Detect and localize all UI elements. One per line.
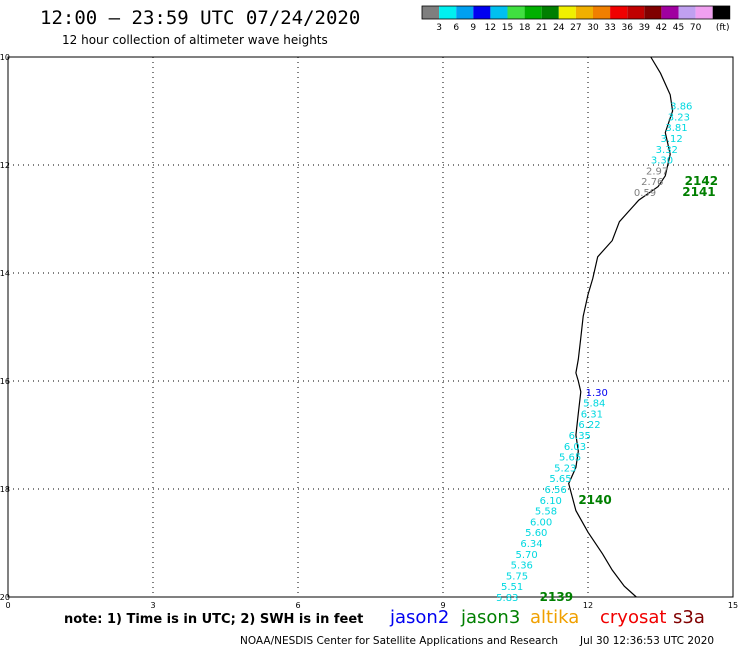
map-frame xyxy=(7,56,734,598)
y-tick-label: -14 xyxy=(0,269,10,278)
scale-swatch xyxy=(422,6,440,19)
scale-swatch xyxy=(541,6,559,19)
credit-text: NOAA/NESDIS Center for Satellite Applica… xyxy=(240,635,558,647)
wave-height-value: 5.83 xyxy=(496,593,518,604)
scale-swatch xyxy=(490,6,508,19)
satellite-s3a: s3a xyxy=(673,607,705,628)
chart-subtitle: 12 hour collection of altimeter wave hei… xyxy=(62,33,328,47)
satellite-altika: altika xyxy=(530,607,580,628)
wave-height-value: 5.51 xyxy=(501,582,523,593)
scale-swatch xyxy=(678,6,696,19)
scale-label: 42 xyxy=(656,23,667,33)
wave-height-value: 6.03 xyxy=(564,442,586,453)
wave-height-value: 3.81 xyxy=(665,123,687,134)
color-scale-legend: 3 6 9 12 15 18 21 24 27 30 33 36 39 42 45 70 (ft) xyxy=(421,5,731,33)
scale-swatch xyxy=(644,6,662,19)
wave-height-value: 5.23 xyxy=(554,463,576,474)
scale-swatch xyxy=(575,6,593,19)
scale-swatch xyxy=(439,6,457,19)
scale-label: 6 xyxy=(453,23,459,33)
x-tick-label: 3 xyxy=(150,601,155,610)
wave-height-value: 5.36 xyxy=(511,561,533,572)
wave-height-value: 2.97 xyxy=(646,166,668,177)
scale-label: 9 xyxy=(470,23,476,33)
wave-height-value: 5.75 xyxy=(506,571,528,582)
scale-label: 30 xyxy=(587,23,599,33)
scale-unit: (ft) xyxy=(716,23,730,33)
wave-height-value: 5.65 xyxy=(549,474,571,485)
wave-height-value: 5.65 xyxy=(559,453,581,464)
x-tick-label: 9 xyxy=(440,601,445,610)
scale-label: 24 xyxy=(553,23,565,33)
scale-swatch xyxy=(627,6,645,19)
chart-title: 12:00 – 23:59 UTC 07/24/2020 xyxy=(40,7,361,29)
y-tick-label: -10 xyxy=(0,53,10,62)
wave-height-value: 3.32 xyxy=(656,145,678,156)
x-tick-label: 0 xyxy=(5,601,10,610)
wave-height-value: 6.22 xyxy=(578,420,600,431)
scale-swatch xyxy=(558,6,576,19)
wave-height-value: 3.86 xyxy=(670,102,692,113)
wave-height-value: 3.23 xyxy=(668,112,690,123)
x-tick-label: 6 xyxy=(295,601,300,610)
wave-height-value: 6.56 xyxy=(545,485,567,496)
scale-label: 27 xyxy=(570,23,581,33)
scale-label: 70 xyxy=(690,23,702,33)
wave-height-value: 3.30 xyxy=(651,156,673,167)
wave-height-value: 5.84 xyxy=(583,399,605,410)
scale-swatch xyxy=(456,6,474,19)
satellite-jason3: jason3 xyxy=(461,607,521,628)
satellite-jason2: jason2 xyxy=(390,607,450,628)
scale-label: 12 xyxy=(485,23,496,33)
pass-time-label: 2140 xyxy=(578,493,611,507)
scale-swatch xyxy=(524,6,542,19)
scale-label: 45 xyxy=(673,23,684,33)
x-tick-label: 12 xyxy=(583,601,593,610)
scale-frame xyxy=(421,5,731,20)
x-tick-label: 15 xyxy=(728,601,738,610)
footer-note: note: 1) Time is in UTC; 2) SWH is in fe… xyxy=(64,612,364,627)
wave-height-value: 5.60 xyxy=(525,528,547,539)
wave-height-value: 6.31 xyxy=(581,409,603,420)
scale-label: 36 xyxy=(621,23,633,33)
scale-swatch xyxy=(695,6,713,19)
satellite-cryosat: cryosat xyxy=(600,607,667,628)
y-tick-label: -16 xyxy=(0,377,10,386)
scale-swatch xyxy=(712,6,730,19)
scale-swatch xyxy=(507,6,525,19)
scale-label: 15 xyxy=(502,23,513,33)
scale-swatch xyxy=(610,6,628,19)
pass-time-label: 2139 xyxy=(540,590,573,604)
wave-height-value: 2.76 xyxy=(641,177,663,188)
wave-height-value: 6.35 xyxy=(569,431,591,442)
y-tick-label: -12 xyxy=(0,161,10,170)
wave-height-value: 5.58 xyxy=(535,507,557,518)
coastline xyxy=(568,56,674,598)
wave-height-value: 3.12 xyxy=(661,134,683,145)
y-tick-label: -18 xyxy=(0,485,10,494)
scale-label: 39 xyxy=(639,23,651,33)
wave-height-value: 5.70 xyxy=(516,550,538,561)
wave-height-value: 6.34 xyxy=(520,539,542,550)
scale-label: 33 xyxy=(604,23,615,33)
wave-height-value: 1.30 xyxy=(586,388,608,399)
wave-height-value: 0.59 xyxy=(634,188,656,199)
timestamp-text: Jul 30 12:36:53 UTC 2020 xyxy=(580,635,715,647)
wave-height-value: 6.10 xyxy=(540,496,562,507)
pass-time-label: 2142 xyxy=(685,174,718,188)
scale-swatch xyxy=(661,6,679,19)
wave-height-value: 6.00 xyxy=(530,517,552,528)
scale-label: 3 xyxy=(436,23,442,33)
scale-label: 21 xyxy=(536,23,547,33)
scale-swatch xyxy=(593,6,611,19)
scale-swatch xyxy=(473,6,491,19)
pass-time-label: 2141 xyxy=(682,185,715,199)
y-tick-label: -20 xyxy=(0,593,10,602)
scale-label: 18 xyxy=(519,23,531,33)
